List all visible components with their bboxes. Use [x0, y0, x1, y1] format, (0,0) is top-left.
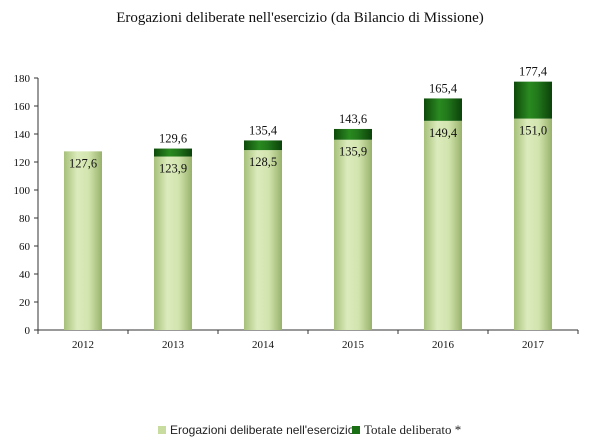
x-tick-label-2016: 2016 — [432, 339, 455, 351]
bar-erogazioni-2015 — [334, 139, 372, 330]
data-label-totale-2013: 129,6 — [159, 132, 187, 146]
x-tick-label-2013: 2013 — [162, 339, 185, 351]
legend-swatch-erogazioni — [158, 426, 166, 434]
legend: Erogazioni deliberate nell'esercizio Tot… — [158, 422, 461, 437]
bar-totale-2014 — [244, 140, 282, 151]
data-label-totale-2015: 143,6 — [339, 112, 367, 126]
data-label-erogazioni-2014: 128,5 — [249, 155, 277, 169]
legend-swatch-totale — [352, 426, 360, 434]
y-tick-label: 140 — [14, 129, 31, 141]
y-tick-label: 60 — [19, 241, 31, 253]
bar-erogazioni-2013 — [154, 156, 192, 330]
data-label-totale-2016: 165,4 — [429, 81, 458, 95]
y-tick-label: 160 — [14, 101, 31, 113]
data-label-erogazioni-2016: 149,4 — [429, 126, 458, 140]
x-tick-label-2012: 2012 — [72, 339, 94, 351]
chart-title: Erogazioni deliberate nell'esercizio (da… — [116, 10, 484, 26]
bar-totale-2015 — [334, 128, 372, 140]
data-label-totale-2014: 135,4 — [249, 123, 278, 137]
data-label-erogazioni-2013: 123,9 — [159, 162, 187, 176]
data-labels: 127,6 129,6 123,9 135,4 128,5 143,6 135,9 165,4… — [69, 65, 548, 176]
legend-label-erogazioni: Erogazioni deliberate nell'esercizio — [170, 423, 355, 437]
y-tick-label: 0 — [25, 325, 31, 337]
bar-totale-2017 — [514, 81, 552, 119]
x-tick-label-2015: 2015 — [342, 339, 365, 351]
y-tick-label: 100 — [14, 185, 31, 197]
legend-label-totale: Totale deliberato * — [364, 422, 461, 437]
y-tick-label: 40 — [19, 269, 31, 281]
bar-erogazioni-2012 — [64, 151, 102, 330]
data-label-erogazioni-2012: 127,6 — [69, 156, 97, 170]
y-tick-label: 80 — [19, 213, 31, 225]
y-tick-label: 120 — [14, 157, 31, 169]
data-label-erogazioni-2015: 135,9 — [339, 145, 367, 159]
x-tick-label-2017: 2017 — [522, 339, 545, 351]
bar-totale-2016 — [424, 98, 462, 121]
bars — [64, 81, 552, 330]
axes: 0 20 40 60 80 100 120 140 160 180 2012 2013 2014 2015… — [14, 73, 579, 351]
y-tick-label: 20 — [19, 297, 31, 309]
bar-totale-2013 — [154, 148, 192, 157]
data-label-totale-2017: 177,4 — [519, 65, 548, 79]
y-tick-label: 180 — [14, 73, 31, 85]
bar-erogazioni-2016 — [424, 120, 462, 330]
data-label-erogazioni-2017: 151,0 — [519, 124, 547, 138]
bar-erogazioni-2014 — [244, 150, 282, 330]
bar-erogazioni-2017 — [514, 118, 552, 330]
x-tick-label-2014: 2014 — [252, 339, 275, 351]
